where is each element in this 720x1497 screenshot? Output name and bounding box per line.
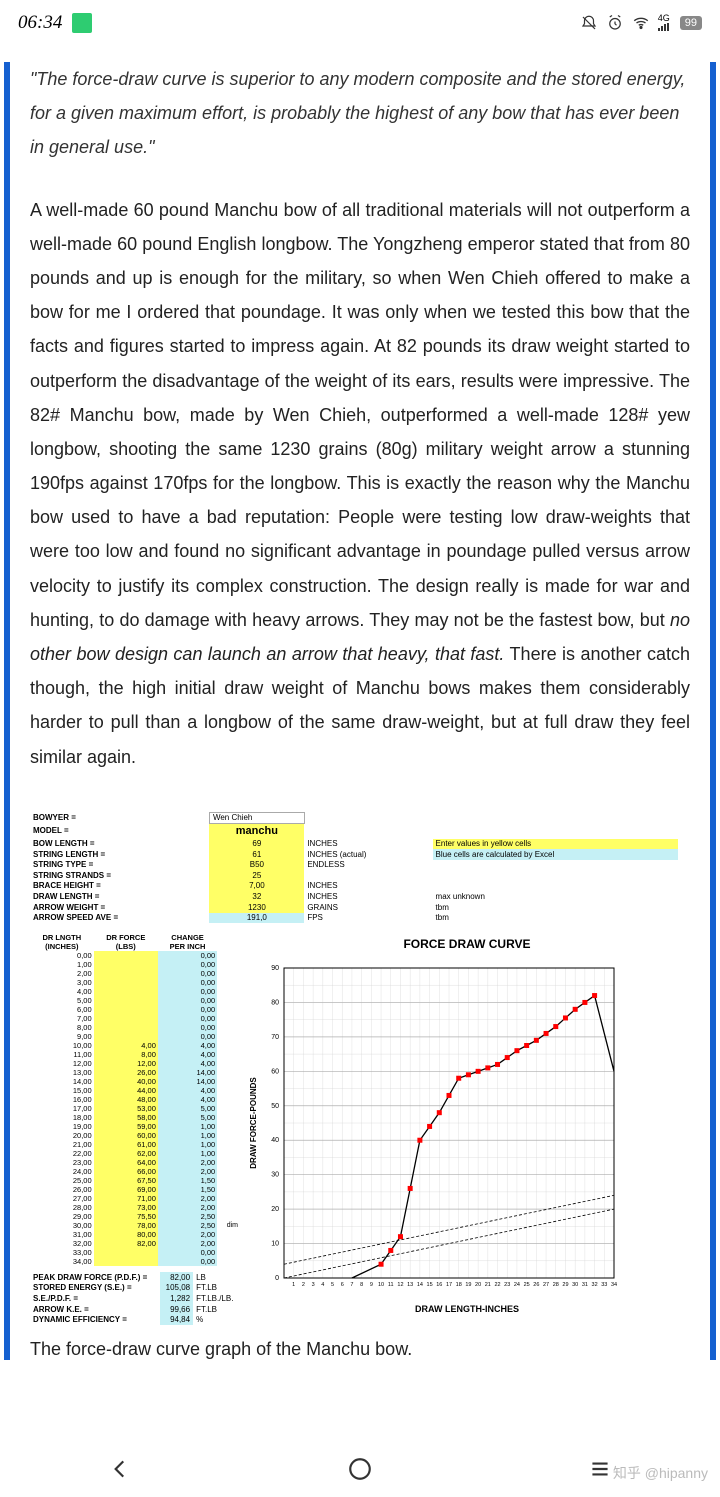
svg-text:5: 5 — [331, 1282, 334, 1288]
spreadsheet-figure: BOWYER =Wen Chieh MODEL =manchu BOW LENG… — [30, 812, 690, 1326]
svg-text:21: 21 — [485, 1282, 491, 1288]
network-type: 4G — [658, 14, 672, 33]
svg-text:29: 29 — [562, 1282, 568, 1288]
svg-text:17: 17 — [446, 1282, 452, 1288]
svg-text:80: 80 — [271, 999, 279, 1006]
svg-text:31: 31 — [582, 1282, 588, 1288]
svg-text:23: 23 — [504, 1282, 510, 1288]
svg-text:8: 8 — [360, 1282, 363, 1288]
status-bar: 06:34 4G 99 — [0, 0, 720, 44]
wifi-icon — [632, 14, 650, 32]
svg-text:1: 1 — [292, 1282, 295, 1288]
menu-button[interactable] — [587, 1456, 613, 1487]
clock-time: 06:34 — [18, 12, 62, 34]
svg-text:40: 40 — [271, 1137, 279, 1144]
svg-text:90: 90 — [271, 965, 279, 972]
svg-text:26: 26 — [533, 1282, 539, 1288]
alarm-icon — [606, 14, 624, 32]
svg-text:32: 32 — [592, 1282, 598, 1288]
chart-svg: 0102030405060708090123456789101112131415… — [244, 958, 624, 1298]
svg-text:18: 18 — [456, 1282, 462, 1288]
svg-text:14: 14 — [417, 1282, 423, 1288]
svg-text:19: 19 — [465, 1282, 471, 1288]
svg-text:30: 30 — [572, 1282, 578, 1288]
quote-text: "The force-draw curve is superior to any… — [30, 62, 690, 165]
svg-text:3: 3 — [312, 1282, 315, 1288]
svg-text:6: 6 — [341, 1282, 344, 1288]
svg-text:27: 27 — [543, 1282, 549, 1288]
svg-text:2: 2 — [302, 1282, 305, 1288]
svg-text:0: 0 — [275, 1275, 279, 1282]
svg-text:10: 10 — [271, 1240, 279, 1247]
svg-text:11: 11 — [388, 1282, 394, 1288]
spec-table: BOWYER =Wen Chieh MODEL =manchu BOW LENG… — [30, 812, 690, 924]
summary-table: PEAK DRAW FORCE (P.D.F.) =82,00LBSTORED … — [30, 1272, 240, 1325]
watermark: 知乎 @hipanny — [613, 1463, 708, 1483]
dnd-icon — [580, 14, 598, 32]
svg-text:15: 15 — [427, 1282, 433, 1288]
svg-text:9: 9 — [370, 1282, 373, 1288]
svg-text:7: 7 — [350, 1282, 353, 1288]
article-body[interactable]: "The force-draw curve is superior to any… — [4, 62, 716, 1360]
battery-level: 99 — [680, 16, 702, 30]
svg-text:28: 28 — [553, 1282, 559, 1288]
svg-text:16: 16 — [436, 1282, 442, 1288]
svg-text:10: 10 — [378, 1282, 384, 1288]
svg-text:60: 60 — [271, 1068, 279, 1075]
svg-text:50: 50 — [271, 1102, 279, 1109]
svg-text:DRAW FORCE-POUNDS: DRAW FORCE-POUNDS — [249, 1076, 258, 1168]
force-draw-chart: FORCE DRAW CURVE 01020304050607080901234… — [244, 933, 690, 1325]
back-button[interactable] — [107, 1456, 133, 1487]
svg-text:25: 25 — [524, 1282, 530, 1288]
body-text: A well-made 60 pound Manchu bow of all t… — [30, 193, 690, 774]
force-draw-table: DR LNGTHDR FORCECHANGE (INCHES)(LBS)PER … — [30, 933, 240, 1266]
app-indicator — [72, 13, 92, 33]
svg-text:12: 12 — [397, 1282, 403, 1288]
svg-text:4: 4 — [321, 1282, 324, 1288]
home-button[interactable] — [347, 1456, 373, 1487]
svg-text:30: 30 — [271, 1171, 279, 1178]
svg-text:22: 22 — [494, 1282, 500, 1288]
figure-caption: The force-draw curve graph of the Manchu… — [30, 1339, 690, 1360]
svg-text:34: 34 — [611, 1282, 617, 1288]
svg-text:70: 70 — [271, 1034, 279, 1041]
svg-text:33: 33 — [601, 1282, 607, 1288]
svg-text:13: 13 — [407, 1282, 413, 1288]
svg-text:20: 20 — [475, 1282, 481, 1288]
svg-text:24: 24 — [514, 1282, 520, 1288]
svg-text:20: 20 — [271, 1206, 279, 1213]
